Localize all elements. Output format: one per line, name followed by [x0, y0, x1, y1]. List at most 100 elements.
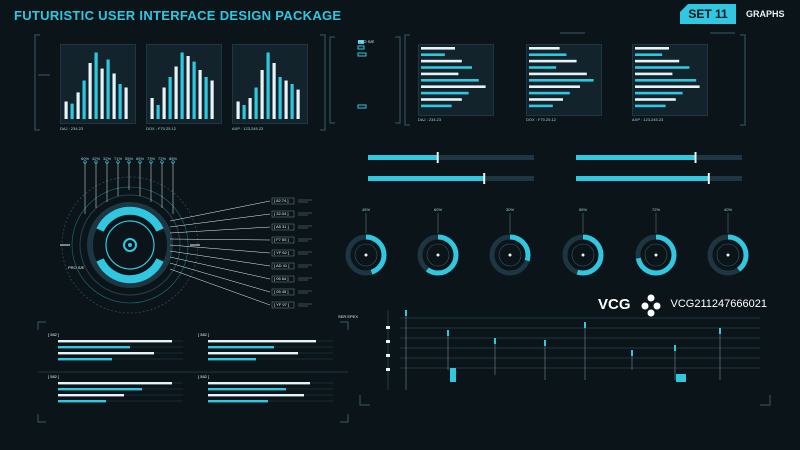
hbar [635, 59, 680, 63]
progress-bar [368, 152, 534, 163]
progress-bar [368, 173, 534, 184]
hbar [421, 53, 445, 56]
radial-percent: 71% [114, 156, 123, 161]
vbar [162, 87, 166, 119]
vbar [254, 87, 258, 119]
code-box [271, 262, 295, 270]
vbar [272, 63, 276, 119]
timeline-highlight [676, 374, 686, 382]
vbar [180, 52, 184, 119]
progress-bar [576, 173, 742, 184]
vbar [242, 105, 246, 119]
radial-percent: 72% [158, 156, 167, 161]
set-badge: SET 11 [680, 4, 736, 24]
hbar [529, 53, 567, 56]
hbar [529, 79, 594, 82]
panel-bars [208, 382, 333, 403]
panel-bar [58, 394, 124, 397]
code-box [271, 236, 295, 244]
vbar [296, 89, 300, 119]
timeline-axis-marker [386, 340, 390, 343]
vbar-footer: DOX : F70.25.12 [146, 126, 177, 131]
vbar [150, 98, 154, 119]
gauge-fill [489, 234, 531, 276]
top-middle-module [329, 36, 401, 124]
callout-dot [105, 160, 109, 164]
code-box [271, 275, 295, 283]
hbar [529, 47, 560, 50]
callout-dot [94, 160, 98, 164]
panel-code: [ 582 ] [48, 332, 60, 337]
module-label: PRO S/E [358, 39, 375, 44]
panel-bar [58, 340, 172, 343]
vbar [192, 61, 196, 119]
timeline-marker [719, 328, 721, 334]
timeline-marker [584, 322, 586, 328]
progress-handle [436, 152, 439, 163]
gauge-label: 72% [652, 207, 661, 212]
gauge-center [436, 253, 440, 257]
vbar [124, 87, 128, 119]
gauge-fill [417, 234, 459, 276]
progress-fill [576, 176, 709, 181]
panel-bar [58, 346, 130, 349]
callout-dot [149, 160, 153, 164]
panel-bar [208, 340, 316, 343]
timeline-marker [405, 310, 407, 316]
code-box [271, 197, 295, 205]
progress-fill [576, 155, 696, 160]
callout-dot [160, 160, 164, 164]
gauge [489, 213, 531, 276]
hbar [529, 98, 563, 101]
panel-code: [ 582 ] [48, 374, 60, 379]
gauge-label: 60% [434, 207, 443, 212]
hbar [421, 98, 462, 101]
panel-bars [58, 382, 183, 403]
hbar [421, 104, 452, 108]
vbar [94, 52, 98, 119]
callout-dot [171, 160, 175, 164]
timeline-label: SER EPEX [338, 314, 359, 319]
hbar [635, 104, 666, 108]
hbar [421, 59, 462, 63]
vbar [118, 84, 122, 119]
hbar [529, 66, 557, 69]
hbar-footer: DAJ : 234.23 [418, 117, 442, 122]
vbar [88, 63, 92, 119]
timeline-marker [631, 350, 633, 356]
radial-label: PRO S/E [68, 265, 85, 270]
hbar [421, 91, 469, 95]
progress-bar [576, 152, 742, 163]
vbar [100, 68, 104, 119]
section-label: GRAPHS [746, 9, 785, 19]
code-box [271, 301, 295, 309]
radial-percent: 55% [125, 156, 134, 161]
timeline-axis-marker [386, 368, 390, 371]
vbar [70, 103, 74, 119]
panel-bar [58, 358, 112, 361]
vbar [64, 101, 68, 119]
gauge-fill [635, 234, 677, 276]
code-leader [169, 262, 271, 293]
gauge-fill [562, 234, 604, 276]
hbar [635, 85, 700, 88]
callout-dot [138, 160, 142, 164]
gauge-center [581, 253, 585, 257]
vbar [112, 73, 116, 119]
code-box [271, 210, 295, 218]
vbar-chart [64, 52, 128, 119]
gauge [562, 213, 604, 276]
timeline-axis-marker [386, 326, 390, 329]
timeline-axis-marker [386, 354, 390, 357]
hbar [421, 79, 479, 82]
panel-bar [208, 352, 298, 355]
radial-code: [ YF 97 ] [274, 302, 290, 307]
hbar [635, 91, 683, 95]
gauge-label: 55% [579, 207, 588, 212]
code-leader [169, 250, 271, 267]
timeline-marker [544, 340, 546, 346]
panel-bar [208, 382, 310, 385]
hbar-footer: AXP : 123.245.23 [632, 117, 664, 122]
gauge-label: 40% [724, 207, 733, 212]
gauge-label: 30% [506, 207, 515, 212]
